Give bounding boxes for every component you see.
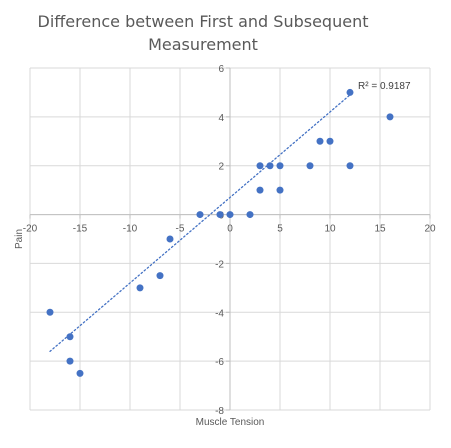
x-tick-label-5: 5: [277, 224, 283, 235]
y-axis-title: Pain: [14, 229, 25, 249]
data-point-0: [46, 308, 54, 316]
chart-title-line-2: Measurement: [148, 35, 258, 54]
trendline-group: [49, 94, 351, 353]
r-squared-label: R² = 0.9187: [358, 81, 411, 92]
data-point-9: [226, 211, 234, 219]
y-tick-label--8: -8: [215, 406, 224, 417]
data-point-2: [66, 357, 74, 365]
data-point-15: [276, 186, 284, 194]
data-point-8: [216, 211, 224, 219]
x-tick-label--20: -20: [23, 224, 38, 235]
data-point-13: [266, 162, 274, 170]
x-tick-label--5: -5: [176, 224, 185, 235]
data-point-12: [256, 162, 264, 170]
data-point-21: [386, 113, 394, 121]
y-tick-label--6: -6: [215, 357, 224, 368]
data-point-1: [66, 333, 74, 341]
axes: [29, 67, 431, 411]
data-point-19: [346, 162, 354, 170]
x-tick-label-0: 0: [227, 224, 233, 235]
x-tick-label-15: 15: [374, 224, 386, 235]
x-tick-label--15: -15: [73, 224, 88, 235]
y-tick-label-6: 6: [218, 64, 224, 75]
trendline: [49, 94, 351, 353]
data-point-5: [156, 272, 164, 280]
data-point-20: [346, 88, 354, 96]
data-points: [46, 88, 394, 377]
y-tick-label-4: 4: [218, 113, 224, 124]
x-tick-label-10: 10: [324, 224, 336, 235]
data-point-6: [166, 235, 174, 243]
data-point-16: [306, 162, 314, 170]
data-point-17: [316, 137, 324, 145]
data-point-14: [276, 162, 284, 170]
data-point-3: [76, 369, 84, 377]
y-tick-label-2: 2: [218, 162, 224, 173]
y-tick-label--4: -4: [215, 308, 224, 319]
data-point-7: [196, 211, 204, 219]
x-tick-label-20: 20: [424, 224, 436, 235]
data-point-18: [326, 137, 334, 145]
chart-title-line-1: Difference between First and Subsequent: [38, 12, 369, 31]
x-tick-label--10: -10: [123, 224, 138, 235]
y-tick-label--2: -2: [215, 259, 224, 270]
data-point-4: [136, 284, 144, 292]
data-point-11: [256, 186, 264, 194]
x-axis-title: Muscle Tension: [196, 417, 265, 428]
data-point-10: [246, 211, 254, 219]
